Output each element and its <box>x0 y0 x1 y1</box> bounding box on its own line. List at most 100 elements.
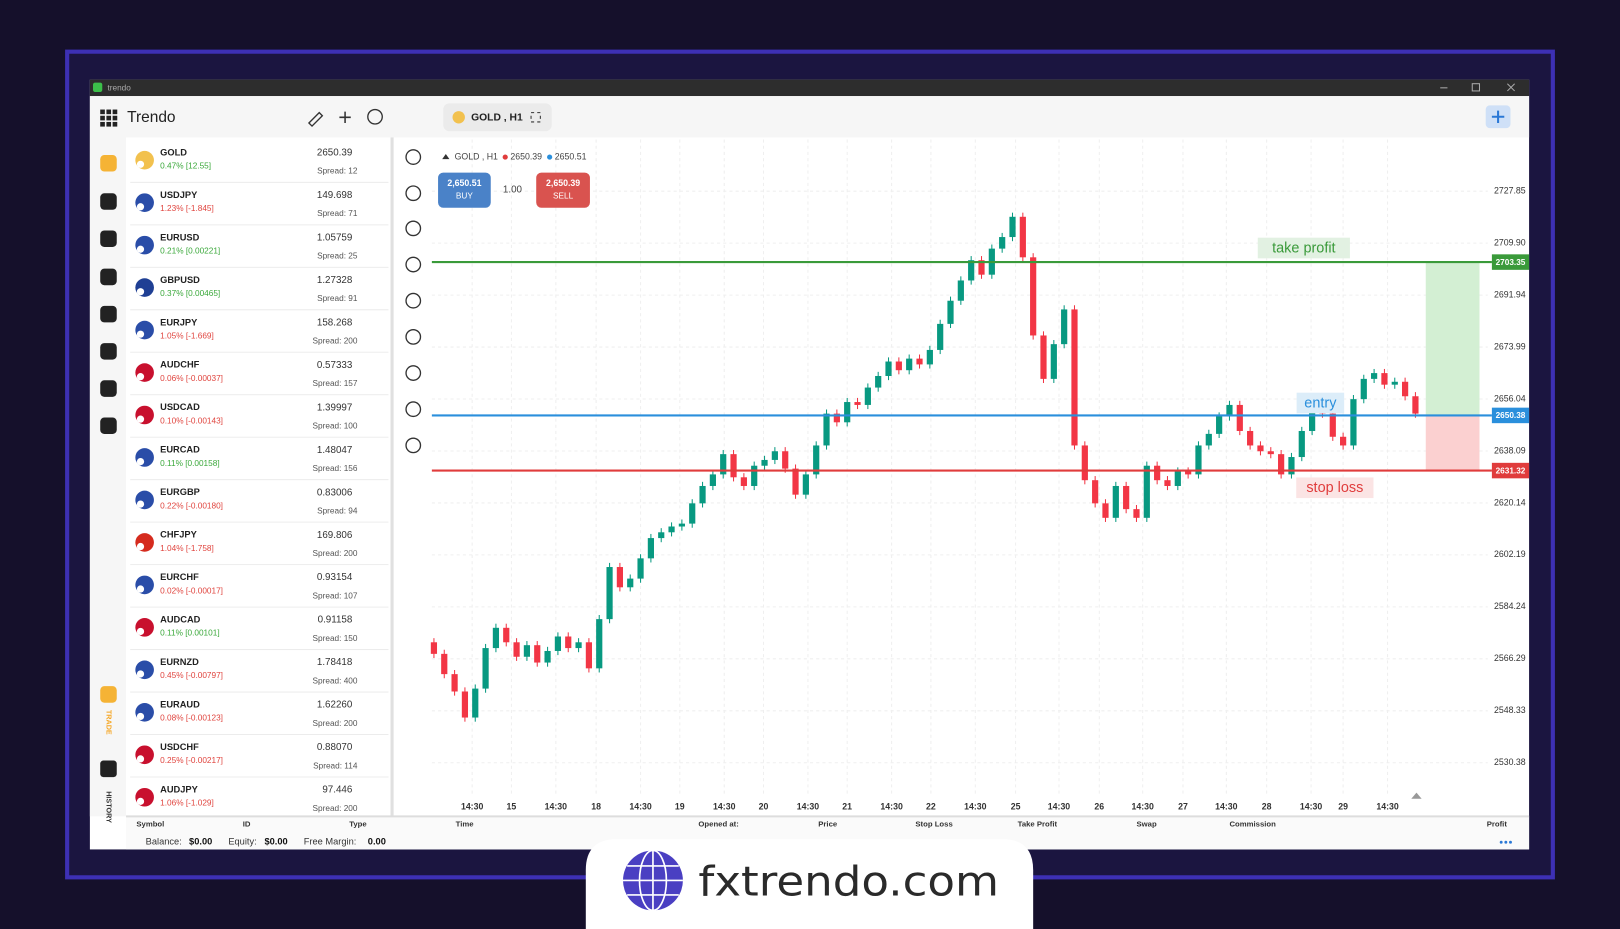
watchlist-row[interactable] <box>126 735 391 778</box>
rail-icon[interactable] <box>100 417 117 435</box>
collapse-icon[interactable] <box>442 153 450 160</box>
more-dot[interactable] <box>1499 840 1503 844</box>
candle <box>1402 381 1409 397</box>
trade-icon[interactable] <box>100 686 117 703</box>
tool-icon[interactable] <box>405 256 422 273</box>
candle <box>1216 416 1223 434</box>
x-tick-label: 14:30 <box>461 801 484 811</box>
candle <box>658 532 665 539</box>
symbol: USDCHF <box>160 742 199 752</box>
watchlist-row[interactable] <box>126 310 391 353</box>
change: 0.08% [-0.00123] <box>160 714 223 723</box>
candle <box>823 413 830 446</box>
spread: Spread: 100 <box>313 422 358 431</box>
rail-icon[interactable] <box>100 230 117 247</box>
close-button[interactable] <box>1507 83 1515 92</box>
watchlist-row[interactable] <box>126 395 391 438</box>
more-dot[interactable] <box>1504 840 1508 844</box>
watchlist-row[interactable] <box>126 267 391 311</box>
symbol: USDJPY <box>160 190 198 200</box>
column-header: Price <box>818 820 838 829</box>
fullscreen-icon[interactable] <box>530 112 541 123</box>
price: 97.446 <box>322 785 353 796</box>
edit-icon[interactable] <box>307 111 324 128</box>
candle <box>503 627 510 643</box>
change: 0.11% [0.00158] <box>160 459 219 468</box>
watchlist-row[interactable] <box>126 522 391 566</box>
watchlist-row[interactable] <box>126 183 391 226</box>
watchlist-row[interactable] <box>126 607 391 651</box>
candle <box>1164 480 1171 486</box>
sell-button[interactable] <box>536 172 590 208</box>
y-tick-label: 2548.33 <box>1494 705 1526 715</box>
rail-icon[interactable] <box>100 193 117 210</box>
spread: Spread: 400 <box>313 676 358 685</box>
watchlist-row[interactable] <box>126 480 391 523</box>
rail-icon[interactable] <box>100 343 117 360</box>
level-value: 2631.32 <box>1496 466 1526 475</box>
buy-button[interactable] <box>438 172 491 208</box>
change: 1.23% [-1.845] <box>160 204 214 213</box>
change: 0.10% [-0.00143] <box>160 416 223 425</box>
change: 0.21% [0.00221] <box>160 247 220 256</box>
tool-icon[interactable] <box>405 220 422 237</box>
add-icon[interactable] <box>339 111 351 123</box>
level-tag <box>1491 254 1530 270</box>
balance: $0.00 <box>189 837 212 847</box>
tool-icon[interactable] <box>405 401 422 418</box>
history-icon[interactable] <box>100 760 117 778</box>
price: 1.62260 <box>317 700 353 711</box>
flag-icon-detail <box>136 330 145 338</box>
candle <box>678 523 685 527</box>
watchlist-row[interactable] <box>126 225 391 268</box>
equity: $0.00 <box>264 837 287 847</box>
tool-icon[interactable] <box>405 437 422 454</box>
buy-price: 2,650.51 <box>447 178 481 188</box>
tool-icon[interactable] <box>405 185 422 202</box>
tool-icon[interactable] <box>405 292 422 309</box>
flag-icon-detail <box>136 160 145 168</box>
candle <box>565 636 572 649</box>
candle <box>513 642 520 657</box>
symbol: EURUSD <box>160 232 199 242</box>
rail-icon[interactable] <box>100 305 117 323</box>
more-dot[interactable] <box>1509 840 1512 844</box>
flag-icon-detail <box>136 288 145 296</box>
candle <box>606 567 613 620</box>
candle <box>957 280 964 301</box>
watchlist-row[interactable] <box>126 352 391 396</box>
watchlist-row[interactable] <box>126 692 391 736</box>
rail-icon[interactable] <box>100 268 117 286</box>
candle <box>544 650 551 663</box>
rail-icon[interactable] <box>100 380 117 397</box>
price: 0.91158 <box>318 615 353 626</box>
rail-icon[interactable] <box>100 155 117 172</box>
y-tick-label: 2638.09 <box>1494 445 1526 455</box>
candle <box>1360 378 1367 400</box>
symbol: EURNZD <box>160 657 199 667</box>
tool-icon[interactable] <box>405 149 422 165</box>
symbol-tab[interactable] <box>443 103 552 132</box>
symbol: EURAUD <box>160 700 200 710</box>
tool-icon[interactable] <box>405 328 422 345</box>
candle <box>844 402 851 423</box>
column-header: Time <box>456 820 475 829</box>
tool-icon[interactable] <box>405 365 422 381</box>
y-tick-label: 2530.38 <box>1494 757 1526 767</box>
flag-icon-detail <box>136 797 145 805</box>
column-header: Stop Loss <box>915 820 952 829</box>
watchlist-row[interactable] <box>126 650 391 693</box>
symbol: USDCAD <box>160 402 200 412</box>
spread: Spread: 150 <box>313 634 358 643</box>
chat-icon[interactable] <box>367 108 383 125</box>
spread: Spread: 25 <box>317 252 358 261</box>
maximize-button[interactable] <box>1471 83 1481 92</box>
watchlist-row[interactable] <box>126 777 391 820</box>
watchlist-row[interactable] <box>126 140 391 183</box>
watchlist-row[interactable] <box>126 565 391 608</box>
column-header: Type <box>349 820 367 829</box>
candle <box>534 645 541 663</box>
y-tick-label: 2584.24 <box>1494 601 1526 611</box>
candle <box>709 474 716 486</box>
watchlist-row[interactable] <box>126 437 391 481</box>
